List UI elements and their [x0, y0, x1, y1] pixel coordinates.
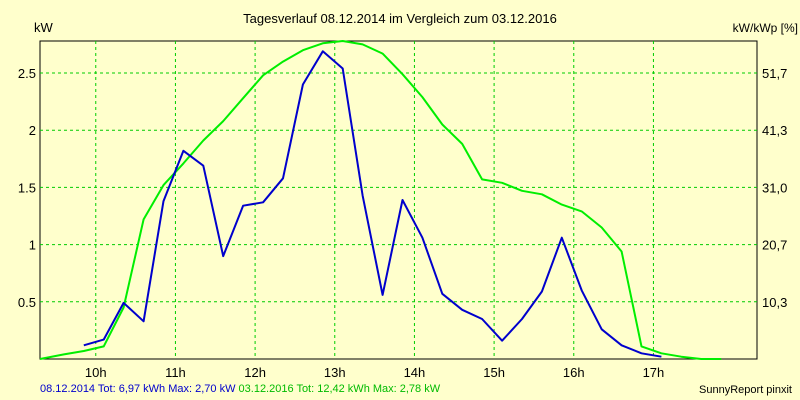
series-line-08.12.2014	[83, 50, 662, 358]
series-line-03.12.2016	[39, 40, 722, 360]
y2-tick-label: 31,0	[762, 180, 787, 195]
chart-title: Tagesverlauf 08.12.2014 im Vergleich zum…	[243, 11, 557, 26]
x-tick-label: 16h	[563, 365, 585, 380]
y2-axis-label: kW/kWp [%]	[733, 21, 798, 35]
y2-tick-label: 10,3	[762, 295, 787, 310]
y2-tick-label: 41,3	[762, 123, 787, 138]
legend-entry-2014: 08.12.2014 Tot: 6,97 kWh Max: 2,70 kW	[40, 383, 236, 395]
y-tick-label: 2	[29, 123, 36, 138]
y-tick-label: 1	[29, 238, 36, 253]
credit-text: SunnyReport pinxit	[699, 384, 792, 396]
y-tick-labels: 0.5 1 1.5 2 2.5	[18, 66, 36, 310]
x-tick-label: 15h	[483, 365, 505, 380]
x-tick-label: 11h	[165, 365, 186, 380]
plot-area	[39, 40, 758, 360]
y-tick-label: 2.5	[18, 66, 36, 81]
legend-entry-2016: 03.12.2016 Tot: 12,42 kWh Max: 2,78 kW	[238, 383, 441, 395]
x-tick-label: 14h	[404, 365, 426, 380]
y-tick-label: 0.5	[18, 295, 36, 310]
y2-tick-labels: 10,3 20,7 31,0 41,3 51,7	[762, 66, 787, 310]
x-tick-label: 13h	[324, 365, 346, 380]
x-tick-label: 17h	[643, 365, 665, 380]
y2-tick-label: 20,7	[762, 238, 787, 253]
x-tick-label: 10h	[85, 365, 107, 380]
x-tick-labels: 10h 11h 12h 13h 14h 15h 16h 17h	[85, 365, 664, 380]
grid	[40, 41, 757, 359]
y-tick-label: 1.5	[18, 180, 36, 195]
y2-tick-label: 51,7	[762, 66, 787, 81]
x-tick-label: 12h	[244, 365, 266, 380]
y-axis-label: kW	[34, 20, 54, 35]
series-lines	[39, 40, 722, 360]
legend: 08.12.2014 Tot: 6,97 kWh Max: 2,70 kW 03…	[40, 382, 440, 396]
